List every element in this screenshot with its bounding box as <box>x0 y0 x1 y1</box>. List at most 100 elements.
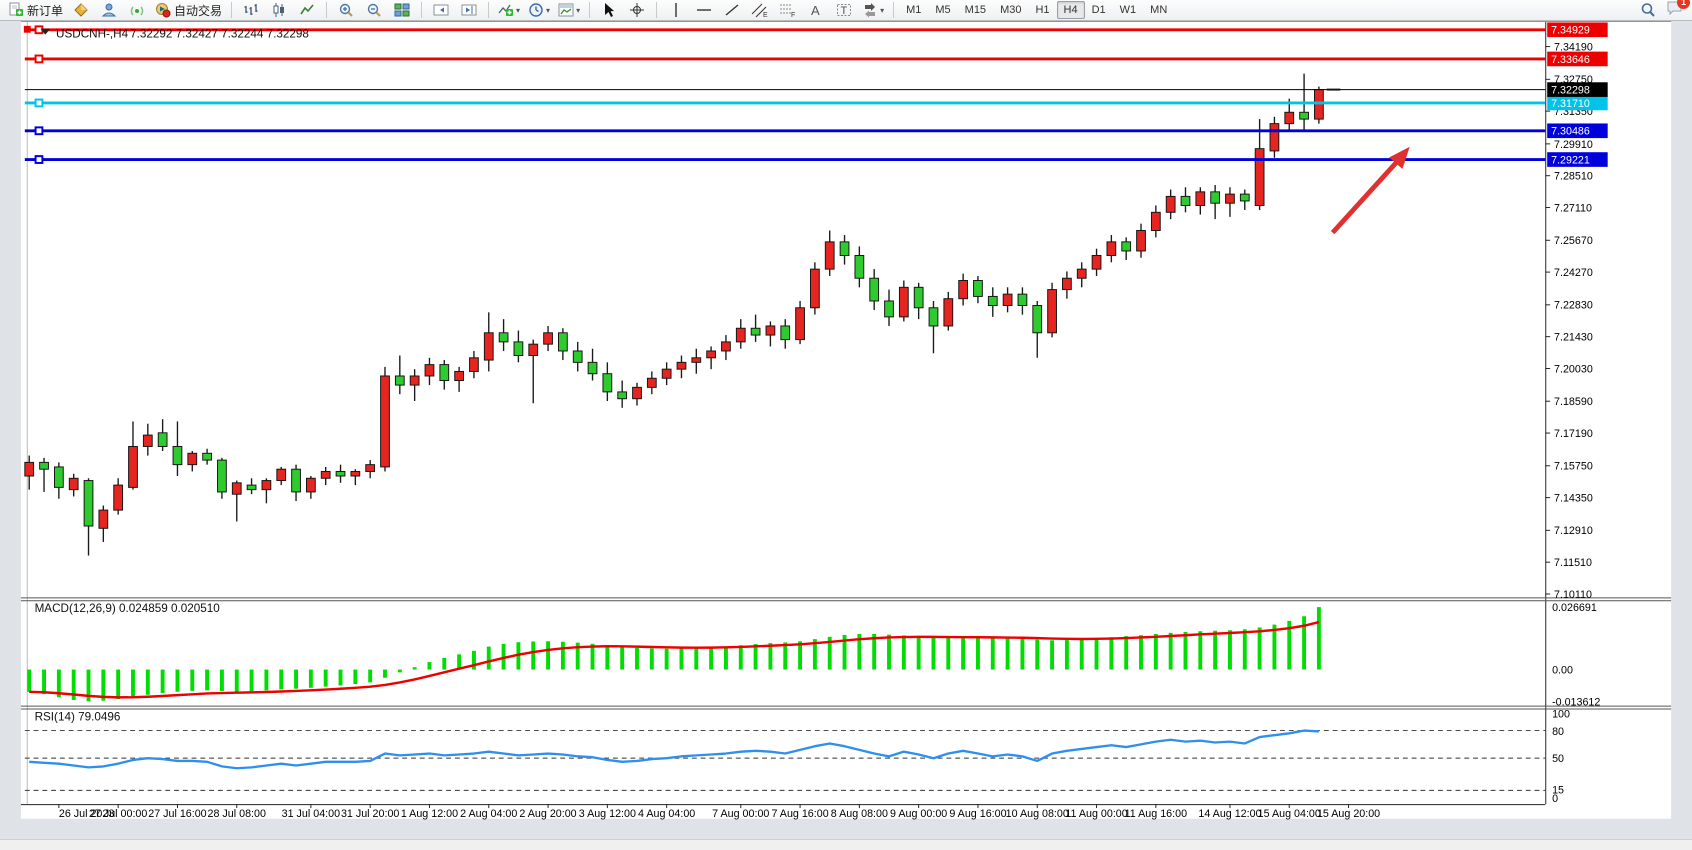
svg-text:0.00: 0.00 <box>1552 664 1573 676</box>
svg-text:31 Jul 20:00: 31 Jul 20:00 <box>341 808 399 820</box>
fibonacci-icon: F <box>780 4 795 18</box>
bar-chart-button[interactable] <box>238 0 264 20</box>
timeframe-button-MN[interactable]: MN <box>1150 4 1168 16</box>
toolbar-separator <box>589 2 591 18</box>
zoom-out-icon <box>367 3 381 17</box>
svg-text:7.29910: 7.29910 <box>1554 139 1593 151</box>
dropdown-caret: ▾ <box>546 5 551 15</box>
line-handle[interactable] <box>34 98 44 108</box>
svg-text:4 Aug 04:00: 4 Aug 04:00 <box>638 808 695 820</box>
svg-text:100: 100 <box>1552 708 1570 720</box>
auto-scroll-icon <box>433 4 449 16</box>
new-order-button[interactable]: 新订单 <box>5 0 66 20</box>
crosshair-icon <box>630 3 645 17</box>
timeframe-button-M30[interactable]: M30 <box>1000 4 1022 16</box>
bar-chart-icon <box>244 4 258 15</box>
svg-text:11 Aug 00:00: 11 Aug 00:00 <box>1065 808 1127 820</box>
timeframe-button-H4[interactable]: H4 <box>1056 1 1085 19</box>
timeframe-button-M1[interactable]: M1 <box>906 4 922 16</box>
line-chart-icon <box>300 4 314 15</box>
svg-text:7.11510: 7.11510 <box>1554 557 1592 569</box>
svg-text:3 Aug 12:00: 3 Aug 12:00 <box>579 808 636 820</box>
timeframe-button-D1[interactable]: D1 <box>1091 4 1106 16</box>
cursor-button[interactable] <box>596 0 622 20</box>
svg-text:7.21430: 7.21430 <box>1554 332 1593 344</box>
zoom-out-button[interactable] <box>361 0 387 20</box>
dropdown-caret: ▾ <box>880 5 885 15</box>
horizontal-line-icon <box>697 9 712 11</box>
svg-text:15 Aug 04:00: 15 Aug 04:00 <box>1258 808 1321 820</box>
svg-text:0.026691: 0.026691 <box>1552 602 1597 614</box>
svg-text:7.29221: 7.29221 <box>1551 154 1590 166</box>
text-label-button[interactable]: T <box>831 0 857 20</box>
svg-text:9 Aug 16:00: 9 Aug 16:00 <box>949 808 1006 820</box>
line-chart-button[interactable] <box>294 0 320 20</box>
svg-text:14 Aug 12:00: 14 Aug 12:00 <box>1198 808 1261 820</box>
chat-button[interactable]: 1 <box>1666 0 1690 21</box>
svg-text:7.28510: 7.28510 <box>1554 171 1593 183</box>
chart-menu-triangle-icon[interactable] <box>40 28 51 35</box>
svg-text:7.34929: 7.34929 <box>1551 25 1590 37</box>
line-handle[interactable] <box>34 155 44 164</box>
svg-text:80: 80 <box>1552 726 1564 738</box>
annotation-arrow-head[interactable] <box>1389 146 1410 169</box>
svg-text:15: 15 <box>1552 784 1564 796</box>
search-icon[interactable] <box>1640 2 1656 18</box>
macd-indicator-label: MACD(12,26,9) 0.024859 0.020510 <box>35 602 221 615</box>
svg-text:7.17190: 7.17190 <box>1554 428 1593 440</box>
svg-text:27 Jul 16:00: 27 Jul 16:00 <box>148 808 206 820</box>
timeframe-button-M15[interactable]: M15 <box>964 4 987 16</box>
svg-text:7.31710: 7.31710 <box>1551 98 1590 110</box>
svg-text:7.12910: 7.12910 <box>1554 525 1593 537</box>
svg-text:50: 50 <box>1552 753 1564 765</box>
line-handle[interactable] <box>34 54 44 64</box>
equidistant-channel-button[interactable]: E <box>747 0 773 20</box>
auto-scroll-button[interactable] <box>428 0 454 20</box>
window-bottom-strip <box>0 839 1692 850</box>
svg-text:8 Aug 08:00: 8 Aug 08:00 <box>831 808 888 820</box>
svg-text:27 Jul 00:00: 27 Jul 00:00 <box>89 808 147 820</box>
trendline-button[interactable] <box>719 0 745 20</box>
periods-button[interactable]: ▾ <box>525 0 553 20</box>
templates-icon <box>558 3 574 17</box>
svg-text:7.25670: 7.25670 <box>1554 235 1593 247</box>
horizontal-line-button[interactable] <box>691 0 717 20</box>
timeframe-button-M5[interactable]: M5 <box>935 4 951 16</box>
tile-windows-button[interactable] <box>389 0 415 20</box>
vertical-line-icon <box>675 3 677 17</box>
market-button[interactable] <box>68 0 94 20</box>
clock-icon <box>529 3 543 17</box>
timeframe-button-W1[interactable]: W1 <box>1119 4 1137 16</box>
rsi-line <box>29 729 1319 770</box>
notification-badge: 1 <box>1677 0 1690 9</box>
line-handle[interactable] <box>34 126 44 136</box>
templates-button[interactable]: ▾ <box>555 0 583 20</box>
annotation-arrow[interactable] <box>1330 156 1402 235</box>
svg-text:10 Aug 08:00: 10 Aug 08:00 <box>1006 808 1069 820</box>
toolbar-separator <box>488 2 490 18</box>
text-button[interactable]: A <box>803 0 829 20</box>
trendline-icon <box>725 4 739 16</box>
fibonacci-button[interactable]: F <box>775 0 801 20</box>
timeframe-button-H1[interactable]: H1 <box>1035 4 1050 16</box>
svg-text:7.30486: 7.30486 <box>1551 126 1590 138</box>
chart-shift-button[interactable] <box>456 0 482 20</box>
hline-corner-handle[interactable] <box>23 25 31 33</box>
svg-text:E: E <box>763 12 768 18</box>
svg-text:T: T <box>841 5 848 17</box>
candlestick-chart-button[interactable] <box>266 0 292 20</box>
signals-button[interactable] <box>124 0 150 20</box>
metaeditor-button[interactable] <box>96 0 122 20</box>
svg-text:7.34190: 7.34190 <box>1554 41 1593 53</box>
svg-text:7.27110: 7.27110 <box>1554 202 1592 214</box>
vertical-line-button[interactable] <box>663 0 689 20</box>
zoom-in-button[interactable] <box>333 0 359 20</box>
toolbar-separator <box>421 2 423 18</box>
algo-trading-button[interactable]: 自动交易 <box>152 0 225 20</box>
chart-canvas[interactable]: 7.341907.327507.313507.299107.285107.271… <box>0 21 1692 849</box>
shapes-button[interactable]: ▾ <box>859 0 887 20</box>
toolbar-right-group: 1 <box>1640 0 1690 21</box>
crosshair-button[interactable] <box>624 0 650 20</box>
indicators-button[interactable]: ▾ <box>495 0 523 20</box>
